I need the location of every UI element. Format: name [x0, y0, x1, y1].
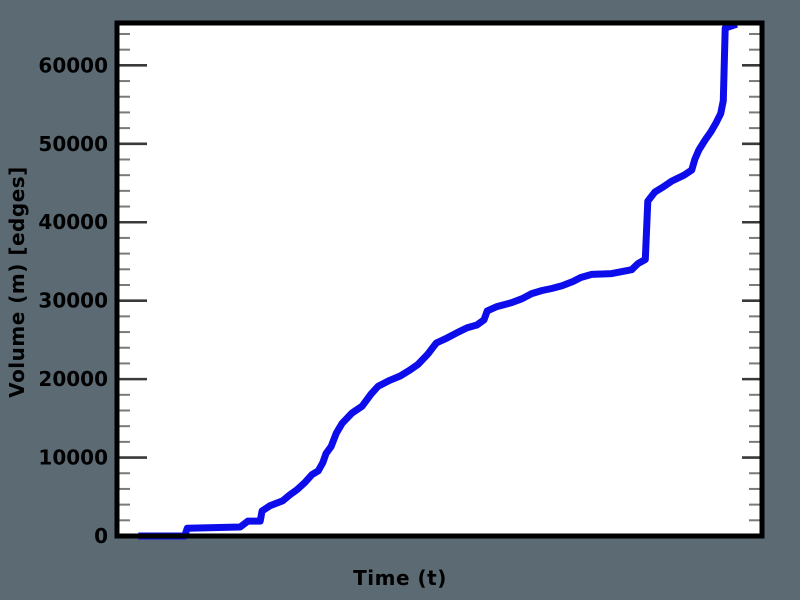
- y-tick-label: 60000: [38, 53, 108, 77]
- plot-area: [117, 23, 762, 536]
- x-axis-title: Time (t): [353, 566, 447, 590]
- y-tick-label: 40000: [38, 210, 108, 234]
- data-line-volume: [138, 20, 738, 540]
- y-axis-title: Volume (m) [edges]: [5, 166, 29, 398]
- y-tick-label: 30000: [38, 289, 108, 313]
- y-tick-label: 0: [94, 524, 108, 548]
- y-tick-label: 10000: [38, 446, 108, 470]
- plot-frame: [114, 20, 765, 539]
- y-tick-label: 20000: [38, 367, 108, 391]
- y-tick-label: 50000: [38, 132, 108, 156]
